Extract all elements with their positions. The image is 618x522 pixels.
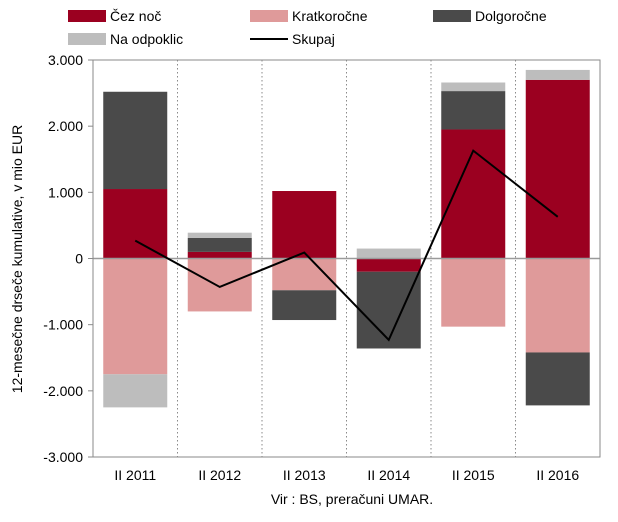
- legend-label: Kratkoročne: [292, 8, 368, 24]
- bar-segment: [187, 232, 252, 238]
- x-tick-label: II 2012: [198, 467, 241, 483]
- legend-swatch: [433, 10, 471, 22]
- bar-segment: [525, 352, 590, 406]
- bar-segment: [525, 69, 590, 80]
- y-tick-label: 2.000: [48, 118, 83, 134]
- bar-segment: [187, 237, 252, 252]
- y-tick-label: -1.000: [43, 317, 83, 333]
- y-axis-label: 12-mesečne drseče kumulative, v mio EUR: [9, 125, 25, 393]
- legend-label: Skupaj: [292, 31, 335, 47]
- y-tick-label: 3.000: [48, 52, 83, 68]
- bar-segment: [525, 79, 590, 259]
- legend-label: Čez noč: [110, 8, 161, 24]
- bar-segment: [187, 251, 252, 259]
- bar-segment: [441, 129, 506, 259]
- x-tick-label: II 2016: [536, 467, 579, 483]
- y-tick-label: 1.000: [48, 184, 83, 200]
- bar-segment: [441, 91, 506, 130]
- axis-layer: 3.000 2.000 1.000 0 -1.000 -2.000 -3.000 II 201…: [43, 52, 601, 483]
- bar-segment: [525, 258, 590, 353]
- bar-segment: [356, 271, 421, 349]
- legend: Čez noč Kratkoročne Dolgoročne Na odpoklic S…: [68, 8, 547, 47]
- bar-segment: [103, 258, 168, 375]
- y-tick-label: -3.000: [43, 449, 83, 465]
- x-tick-label: II 2011: [114, 467, 156, 483]
- bar-segment: [441, 258, 506, 327]
- legend-swatch: [250, 10, 288, 22]
- bar-segment: [103, 374, 168, 408]
- y-tick-label: 0: [75, 251, 83, 267]
- bar-segment: [272, 290, 337, 321]
- series-line-skupaj: [134, 149, 559, 342]
- y-tick-label: -2.000: [43, 383, 83, 399]
- legend-label: Na odpoklic: [110, 31, 183, 47]
- bar-segment: [441, 82, 506, 92]
- bar-segment: [356, 258, 421, 272]
- x-tick-label: II 2015: [452, 467, 495, 483]
- bar-segment: [103, 91, 168, 190]
- legend-swatch: [68, 33, 106, 45]
- legend-label: Dolgoročne: [475, 8, 547, 24]
- bar-segment: [356, 248, 421, 259]
- x-tick-label: II 2014: [367, 467, 410, 483]
- bar-segment: [272, 191, 337, 259]
- source-note: Vir : BS, preračuni UMAR.: [271, 491, 433, 507]
- legend-swatch: [68, 10, 106, 22]
- bar-segment: [103, 189, 168, 259]
- line-layer: [134, 149, 559, 342]
- bar-segment: [187, 258, 252, 312]
- x-tick-label: II 2013: [283, 467, 326, 483]
